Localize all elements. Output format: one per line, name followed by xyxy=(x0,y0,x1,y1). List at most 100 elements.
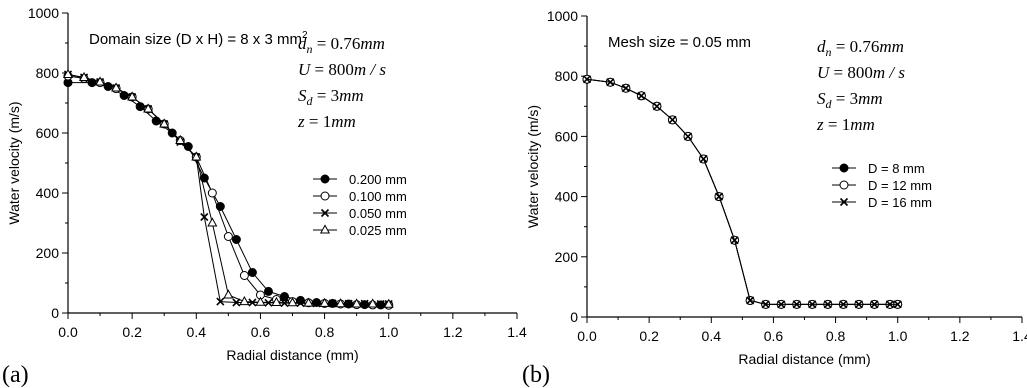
param-line: Sd = 3mm xyxy=(298,86,364,108)
x-tick-label: 1.4 xyxy=(507,324,527,340)
legend-marker xyxy=(320,208,330,218)
annotation-superscript: 2 xyxy=(302,30,308,41)
y-tick-label: 600 xyxy=(36,125,60,141)
param-value: = 3 xyxy=(832,89,859,108)
param-symbol: U xyxy=(817,63,831,82)
data-point xyxy=(885,300,895,309)
chart-panel-b: 0.0 0.2 0.4 0.6 0.8 1.0 1.2 1.4 0 200 400 600 800 100… xyxy=(525,8,1027,367)
data-point xyxy=(239,271,249,280)
data-point xyxy=(303,297,314,307)
x-tick-label: 0.0 xyxy=(577,328,597,344)
param-value: = 800 xyxy=(310,60,354,79)
data-point xyxy=(232,298,241,307)
param-unit: mm xyxy=(331,112,356,131)
y-tick-label: 0 xyxy=(51,305,59,321)
data-point xyxy=(367,298,378,308)
y-tick-label: 400 xyxy=(36,185,60,201)
param-value: = 0.76 xyxy=(313,34,361,53)
data-point xyxy=(652,102,661,111)
data-point xyxy=(637,91,646,100)
data-point xyxy=(247,268,257,277)
x-tick-label: 0.6 xyxy=(764,328,784,344)
data-point xyxy=(111,82,122,92)
legend-label: D = 12 mm xyxy=(868,178,932,193)
legend-label: 0.025 mm xyxy=(349,223,407,238)
data-point xyxy=(761,300,770,309)
annotation-main: Domain size (D x H) = 8 x 3 mm xyxy=(89,31,302,48)
legend-entry: 0.050 mm xyxy=(313,206,407,221)
data-point xyxy=(207,217,218,227)
data-point xyxy=(78,71,90,81)
legend-marker xyxy=(319,224,331,234)
data-point xyxy=(191,151,202,161)
chart-panel-a: 0.0 0.2 0.4 0.6 0.8 1.0 1.2 1.4 0 200 400 600 800 100… xyxy=(6,5,527,363)
param-symbol: z xyxy=(297,112,305,131)
param-line: dn = 0.76mm xyxy=(298,34,385,56)
data-point xyxy=(223,289,234,299)
data-point xyxy=(683,132,693,141)
param-line: U = 800m / s xyxy=(298,60,386,79)
x-tick-label: 0.4 xyxy=(187,324,207,340)
legend-label: 0.200 mm xyxy=(349,172,407,187)
param-symbol: d xyxy=(298,34,307,53)
y-tick-label: 1000 xyxy=(28,5,59,21)
param-unit: m / s xyxy=(354,60,387,79)
y-tick-label: 800 xyxy=(36,65,60,81)
x-tick-label: 1.0 xyxy=(888,328,908,344)
y-tick-label: 600 xyxy=(555,128,579,144)
param-subscript: n xyxy=(826,45,832,59)
x-tick-label: 1.0 xyxy=(379,324,399,340)
y-tick-label: 200 xyxy=(555,249,579,265)
x-tick-label: 0.8 xyxy=(315,324,335,340)
legend-label: 0.050 mm xyxy=(349,206,407,221)
data-point xyxy=(127,91,138,101)
data-point xyxy=(175,134,186,144)
data-point xyxy=(714,192,724,201)
data-point xyxy=(839,300,848,309)
param-unit: mm xyxy=(850,115,875,134)
param-unit: m / s xyxy=(873,63,906,82)
data-point xyxy=(854,300,863,309)
legend-entry: 0.200 mm xyxy=(313,172,407,187)
param-line: z = 1mm xyxy=(297,112,356,131)
legend-marker xyxy=(839,180,849,190)
data-point xyxy=(335,298,346,308)
x-tick-label: 0.8 xyxy=(826,328,846,344)
x-axis-label: Radial distance (mm) xyxy=(738,351,870,367)
data-point xyxy=(263,286,273,296)
data-point xyxy=(870,300,879,309)
data-point xyxy=(746,296,755,305)
param-line: U = 800m / s xyxy=(817,63,905,82)
data-point xyxy=(792,300,801,309)
param-symbol: S xyxy=(298,86,307,105)
data-point xyxy=(582,75,592,84)
param-value: = 1 xyxy=(824,115,851,134)
param-value: = 1 xyxy=(305,112,332,131)
annotation-text: Domain size (D x H) = 8 x 3 mm2 xyxy=(89,30,308,48)
data-point xyxy=(621,84,630,93)
legend-entry: 0.100 mm xyxy=(313,189,407,204)
x-tick-label: 0.2 xyxy=(122,324,142,340)
data-point xyxy=(200,212,209,222)
param-subscript: d xyxy=(307,94,314,108)
annotation-main: Mesh size = 0.05 mm xyxy=(608,34,751,51)
series-line xyxy=(67,75,389,306)
data-point xyxy=(239,295,250,306)
data-point xyxy=(730,236,739,245)
legend-marker xyxy=(839,197,849,207)
data-point xyxy=(95,76,106,86)
y-tick-label: 1000 xyxy=(547,8,578,24)
x-tick-label: 0.6 xyxy=(251,324,271,340)
x-axis-label: Radial distance (mm) xyxy=(226,347,358,363)
data-point xyxy=(183,142,193,151)
x-tick-label: 0.2 xyxy=(639,328,659,344)
param-unit: mm xyxy=(879,37,904,56)
legend-label: D = 8 mm xyxy=(868,161,925,176)
legend-marker xyxy=(320,174,330,184)
series-3 xyxy=(62,68,394,308)
param-line: Sd = 3mm xyxy=(817,89,883,111)
series-line xyxy=(67,74,389,305)
data-point xyxy=(135,102,145,112)
legend-marker xyxy=(839,163,849,173)
x-tick-label: 1.4 xyxy=(1012,328,1027,344)
